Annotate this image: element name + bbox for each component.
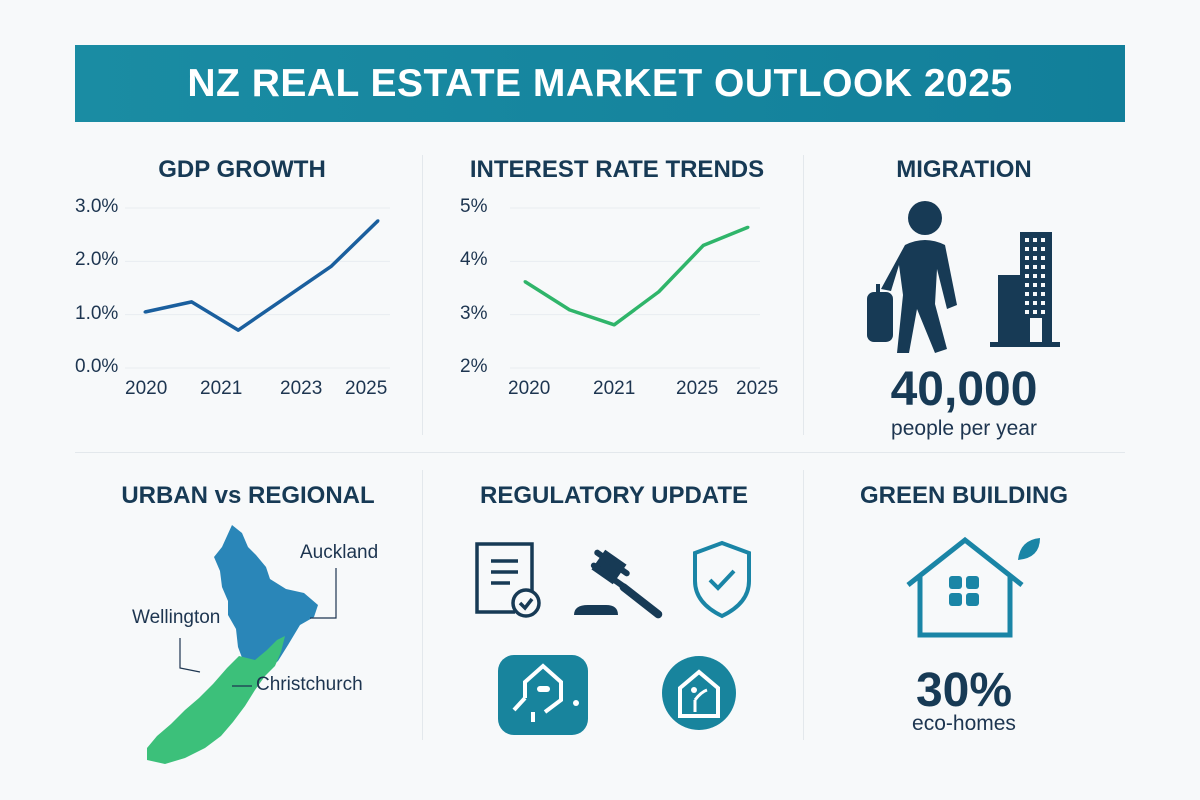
x-tick-label: 2021: [200, 378, 243, 399]
christchurch-label: Christchurch: [256, 674, 363, 695]
person-with-luggage-icon: [867, 201, 957, 353]
y-tick-label: 2.0%: [75, 249, 119, 271]
divider: [422, 470, 423, 740]
x-tick-label: 2023: [280, 378, 323, 399]
urban-title: URBAN vs REGIONAL: [121, 482, 375, 509]
x-tick-label: 2021: [593, 378, 636, 399]
gdp-title: GDP GROWTH: [158, 156, 326, 183]
green-value: 30%: [915, 664, 1013, 717]
y-tick-label: 3.0%: [75, 196, 119, 217]
shield-check-icon: [693, 540, 751, 619]
divider: [75, 452, 1125, 453]
x-tick-label: 2025: [736, 378, 779, 399]
document-check-icon: [475, 542, 541, 618]
y-tick-label: 5%: [460, 196, 488, 217]
series-line: [144, 219, 380, 332]
data-point: [376, 219, 380, 223]
y-tick-label: 4%: [460, 249, 488, 271]
data-point: [523, 280, 527, 284]
green-title: GREEN BUILDING: [859, 482, 1068, 509]
migration-caption: people per year: [891, 417, 1037, 440]
gavel-icon: [574, 549, 663, 619]
data-point: [568, 308, 572, 312]
y-tick-label: 1.0%: [75, 302, 119, 324]
interest-title: INTEREST RATE TRENDS: [469, 156, 765, 183]
data-point: [612, 323, 616, 327]
page-title: NZ REAL ESTATE MARKET OUTLOOK 2025: [187, 61, 1013, 105]
x-tick-label: 2020: [508, 378, 551, 399]
building-icon: [990, 232, 1060, 347]
data-point: [657, 290, 661, 294]
y-tick-label: 3%: [460, 302, 488, 324]
auckland-label: Auckland: [300, 542, 379, 563]
green-caption: eco-homes: [912, 712, 1016, 735]
south-island: [147, 636, 285, 764]
eco-home-icon: [662, 656, 736, 730]
migration-value: 40,000: [890, 363, 1038, 416]
x-tick-label: 2020: [125, 378, 168, 399]
migration-title: MIGRATION: [896, 156, 1032, 183]
data-point: [143, 310, 147, 314]
data-point: [190, 300, 194, 304]
data-point: [236, 328, 240, 332]
divider: [803, 470, 804, 740]
regulatory-title: REGULATORY UPDATE: [479, 482, 749, 509]
smart-home-icon: [498, 655, 588, 735]
data-point: [746, 225, 750, 229]
data-point: [329, 264, 333, 268]
series-line: [524, 225, 749, 327]
x-tick-label: 2025: [676, 378, 719, 399]
divider: [422, 155, 423, 435]
divider: [803, 155, 804, 435]
y-tick-label: 0.0%: [75, 356, 119, 377]
y-tick-label: 2%: [460, 356, 488, 377]
data-point: [701, 243, 705, 247]
wellington-label: Wellington: [132, 607, 221, 628]
title-banner: NZ REAL ESTATE MARKET OUTLOOK 2025: [75, 45, 1125, 122]
x-tick-label: 2025: [345, 378, 388, 399]
north-island: [214, 525, 318, 683]
data-point: [283, 296, 287, 300]
